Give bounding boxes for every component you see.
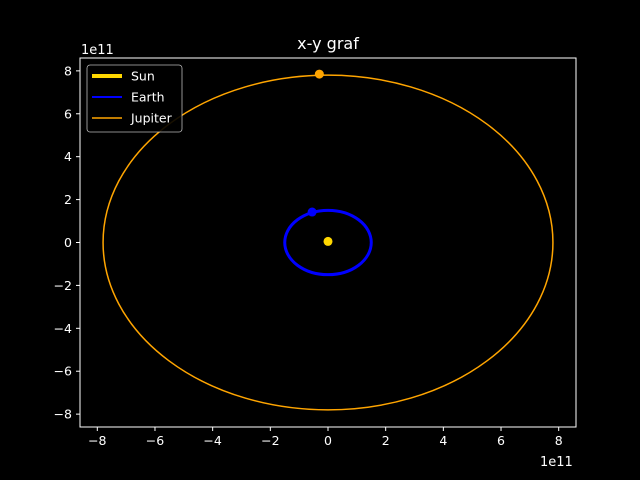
x-tick-label: 2 [382, 433, 390, 448]
marker-sun [323, 236, 333, 246]
legend-label-sun: Sun [131, 69, 155, 84]
y-offset-label: 1e11 [81, 43, 114, 58]
legend-label-jupiter: Jupiter [130, 111, 173, 126]
legend-box [86, 64, 183, 133]
marker-jupiter [314, 69, 324, 79]
x-tick-label: −8 [88, 433, 106, 448]
x-tick-label: 4 [439, 433, 447, 448]
y-tick-label: 0 [64, 235, 72, 250]
legend: Sun Earth Jupiter [86, 64, 183, 133]
y-tick-label: −4 [54, 321, 72, 336]
y-tick-label: 4 [64, 149, 72, 164]
x-tick-label: 6 [497, 433, 505, 448]
y-tick-label: 6 [64, 106, 72, 121]
x-offset-label: 1e11 [540, 455, 573, 470]
x-tick-label: −6 [146, 433, 164, 448]
plot-area: −8 −6 −4 −2 0 2 4 6 8 −8 −6 −4 −2 0 2 4 6 8 [54, 57, 577, 448]
x-tick-label: −4 [203, 433, 221, 448]
y-tick-label: 8 [64, 63, 72, 78]
legend-label-earth: Earth [131, 90, 165, 105]
x-tick-label: −2 [261, 433, 279, 448]
orbit-jupiter [102, 74, 554, 411]
x-tick-label: 8 [555, 433, 563, 448]
orbit-earth [283, 208, 373, 277]
y-tick-label: 2 [64, 192, 72, 207]
y-tick-label: −6 [54, 364, 72, 379]
y-tick-label: −8 [54, 407, 72, 422]
marker-earth [307, 207, 317, 217]
chart-title: x-y graf [297, 34, 359, 53]
x-tick-label: 0 [324, 433, 332, 448]
y-tick-label: −2 [54, 278, 72, 293]
